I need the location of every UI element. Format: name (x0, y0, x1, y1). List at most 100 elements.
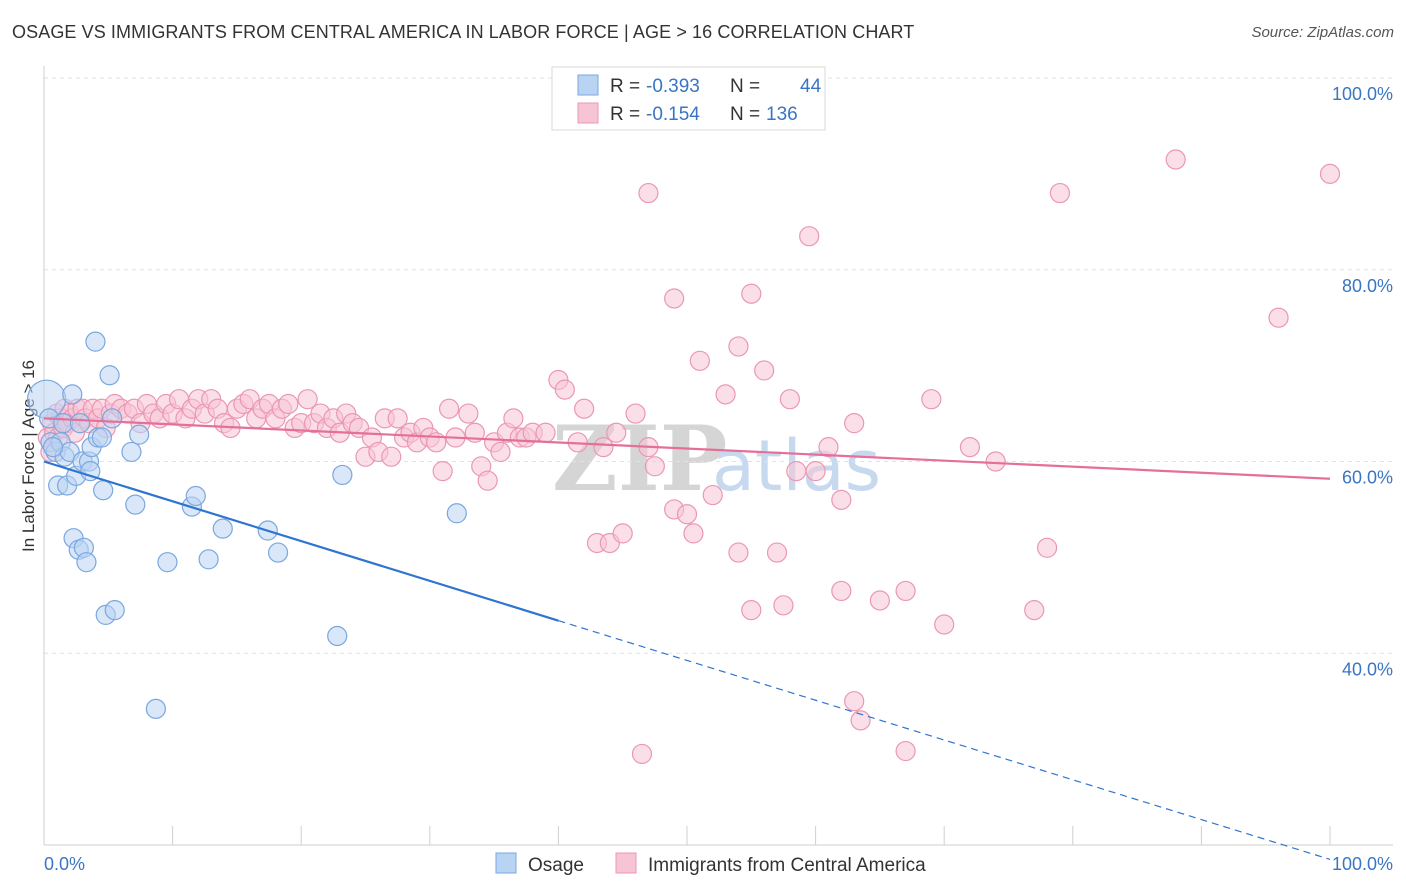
data-point-osage (212, 518, 233, 539)
data-point-central-america (818, 437, 839, 458)
data-point-central-america (921, 389, 942, 410)
data-point-central-america (387, 408, 408, 429)
data-point-osage (62, 384, 83, 405)
legend-bottom-swatch-osage (495, 852, 517, 874)
grid-lines (44, 77, 1393, 654)
legend-bottom-label-central: Immigrants from Central America (648, 855, 926, 876)
data-point-central-america (844, 691, 865, 712)
data-point-osage (157, 552, 178, 573)
data-point-osage (102, 408, 123, 429)
x-tick-label-min: 0.0% (44, 854, 85, 874)
data-point-central-america (869, 590, 891, 611)
data-point-central-america (664, 288, 685, 309)
data-point-osage (145, 698, 166, 719)
data-point-central-america (432, 460, 453, 482)
legend-bottom-swatch-central (615, 852, 637, 874)
data-point-central-america (381, 446, 402, 467)
y-tick-label: 80.0% (1342, 276, 1393, 296)
data-point-central-america (831, 489, 852, 510)
data-point-central-america (676, 504, 698, 525)
data-point-central-america (766, 542, 788, 563)
data-point-central-america (895, 580, 916, 602)
data-point-osage (93, 480, 114, 501)
data-point-osage (76, 552, 97, 573)
data-point-osage (121, 441, 142, 463)
x-axis-ticks (43, 826, 1331, 845)
data-point-central-america (985, 451, 1006, 472)
data-point-central-america (773, 595, 794, 616)
data-point-osage (80, 460, 101, 482)
data-point-osage (125, 494, 146, 515)
data-point-central-america (959, 437, 981, 458)
data-point-central-america (805, 460, 826, 482)
trend-line-osage (43, 460, 559, 622)
data-point-osage (185, 485, 206, 507)
legend-bottom-label-osage: Osage (528, 855, 584, 876)
data-point-osage (85, 331, 106, 352)
data-point-central-america (477, 470, 498, 491)
data-point-central-america (1036, 537, 1058, 558)
data-point-central-america (1319, 163, 1341, 184)
data-point-central-america (535, 422, 556, 443)
data-point-central-america (702, 484, 723, 506)
trend-line-central-america (43, 417, 1331, 480)
legend-r-label-central: R = (610, 104, 640, 125)
data-point-central-america (574, 398, 595, 419)
data-point-central-america (631, 743, 653, 765)
y-axis-tick-labels: 40.0% 60.0% 80.0% 100.0% (1332, 84, 1393, 679)
data-point-central-america (689, 350, 710, 371)
data-point-osage (129, 424, 150, 445)
y-tick-label: 40.0% (1342, 659, 1393, 679)
data-point-central-america (715, 384, 736, 405)
data-point-osage (446, 503, 467, 524)
data-point-central-america (779, 389, 800, 410)
data-point-central-america (850, 710, 871, 731)
data-point-central-america (278, 393, 299, 415)
legend-n-label-osage: N = (730, 76, 760, 97)
data-point-central-america (458, 403, 479, 424)
data-point-central-america (799, 226, 820, 247)
data-point-central-america (1024, 600, 1045, 621)
data-point-central-america (606, 422, 627, 443)
legend-n-value-osage: 44 (800, 76, 822, 97)
data-point-central-america (638, 182, 659, 204)
data-point-osage (69, 413, 91, 434)
data-point-central-america (612, 523, 633, 544)
data-point-central-america (490, 441, 511, 463)
legend-r-value-osage: -0.393 (646, 76, 700, 97)
data-point-central-america (831, 580, 852, 602)
source-credit: Source: ZipAtlas.com (1251, 24, 1394, 41)
data-point-central-america (934, 614, 955, 635)
legend-n-value-central: 136 (766, 104, 798, 125)
data-point-central-america (683, 523, 704, 544)
legend-n-label-central: N = (730, 104, 760, 125)
data-point-central-america (503, 408, 524, 429)
data-point-central-america (1165, 149, 1186, 170)
y-tick-label: 60.0% (1342, 468, 1393, 488)
data-point-osage (91, 427, 112, 448)
series-osage-points (26, 331, 467, 719)
data-point-osage (104, 600, 125, 621)
legend-r-label-osage: R = (610, 76, 640, 97)
x-tick-label-max: 100.0% (1332, 854, 1393, 874)
data-point-central-america (554, 379, 575, 400)
legend-r-value-central: -0.154 (646, 104, 700, 125)
chart-title: OSAGE VS IMMIGRANTS FROM CENTRAL AMERICA… (12, 22, 915, 42)
data-point-central-america (593, 437, 614, 458)
data-point-osage (267, 542, 289, 563)
data-point-osage (42, 437, 64, 458)
data-point-osage (99, 365, 120, 386)
data-point-central-america (786, 460, 807, 482)
watermark-zip: ZIP (552, 406, 727, 512)
data-point-central-america (741, 283, 762, 304)
data-point-central-america (895, 740, 916, 762)
legend-swatch-central (577, 102, 599, 124)
trend-lines (43, 417, 1331, 860)
y-tick-label: 100.0% (1332, 84, 1393, 104)
data-point-central-america (728, 542, 749, 563)
data-point-central-america (625, 403, 646, 424)
correlation-legend: R = -0.393 N = 44 R = -0.154 N = 136 (551, 66, 826, 131)
data-point-osage (327, 625, 348, 647)
data-point-central-america (741, 600, 762, 621)
